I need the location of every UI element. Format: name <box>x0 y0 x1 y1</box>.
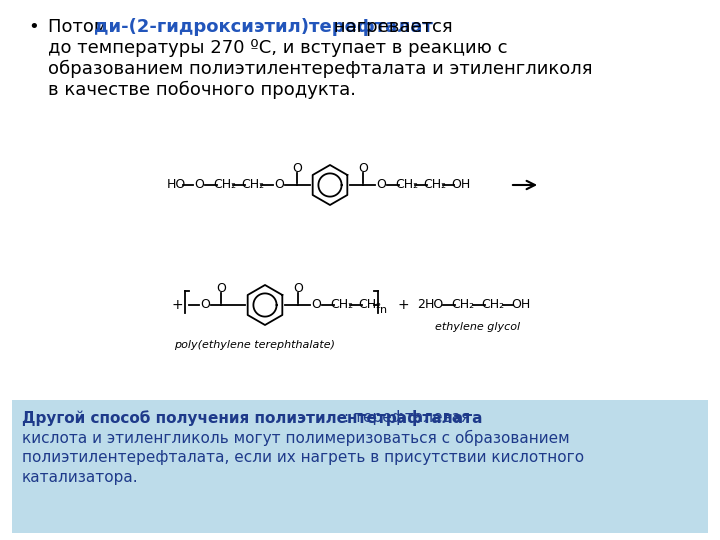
FancyBboxPatch shape <box>12 400 708 533</box>
Text: O: O <box>376 179 386 192</box>
Text: в качестве побочного продукта.: в качестве побочного продукта. <box>48 81 356 99</box>
Text: O: O <box>292 161 302 174</box>
Text: полиэтилентерефталата, если их нагреть в присутствии кислотного: полиэтилентерефталата, если их нагреть в… <box>22 450 584 465</box>
Text: •: • <box>28 18 39 36</box>
Text: Потом: Потом <box>48 18 113 36</box>
Text: нагревается: нагревается <box>328 18 453 36</box>
Text: CH₂: CH₂ <box>330 299 354 312</box>
Text: O: O <box>274 179 284 192</box>
Text: HO: HO <box>424 299 444 312</box>
Text: ди-(2-гидроксиэтил)терефталат: ди-(2-гидроксиэтил)терефталат <box>94 18 433 36</box>
Text: O: O <box>200 299 210 312</box>
Text: HO: HO <box>166 179 186 192</box>
Text: Другой способ получения полиэтилентетрафталата: Другой способ получения полиэтилентетраф… <box>22 410 482 426</box>
Text: CH₂: CH₂ <box>359 299 382 312</box>
Text: O: O <box>293 281 303 294</box>
Text: OH: OH <box>451 179 471 192</box>
Text: O: O <box>216 281 226 294</box>
Text: O: O <box>358 161 368 174</box>
Text: кислота и этиленгликоль могут полимеризоваться с образованием: кислота и этиленгликоль могут полимеризо… <box>22 430 570 446</box>
Text: образованием полиэтилентерефталата и этиленгликоля: образованием полиэтилентерефталата и эти… <box>48 60 593 78</box>
Text: OH: OH <box>511 299 531 312</box>
Text: n: n <box>380 305 387 315</box>
Text: CH₂: CH₂ <box>451 299 474 312</box>
Text: +: + <box>171 298 183 312</box>
Text: до температуры 270 ºC, и вступает в реакцию с: до температуры 270 ºC, и вступает в реак… <box>48 39 508 57</box>
Text: катализатора.: катализатора. <box>22 470 139 485</box>
Text: : терефталевая: : терефталевая <box>344 410 470 425</box>
Text: CH₂: CH₂ <box>423 179 446 192</box>
Text: ethylene glycol: ethylene glycol <box>436 322 521 332</box>
Text: +: + <box>397 298 409 312</box>
Text: CH₂: CH₂ <box>395 179 418 192</box>
Text: O: O <box>311 299 321 312</box>
Text: 2: 2 <box>417 299 425 312</box>
Text: poly(ethylene terephthalate): poly(ethylene terephthalate) <box>174 340 336 350</box>
Text: CH₂: CH₂ <box>241 179 264 192</box>
Text: O: O <box>194 179 204 192</box>
Text: CH₂: CH₂ <box>213 179 237 192</box>
Text: CH₂: CH₂ <box>482 299 505 312</box>
